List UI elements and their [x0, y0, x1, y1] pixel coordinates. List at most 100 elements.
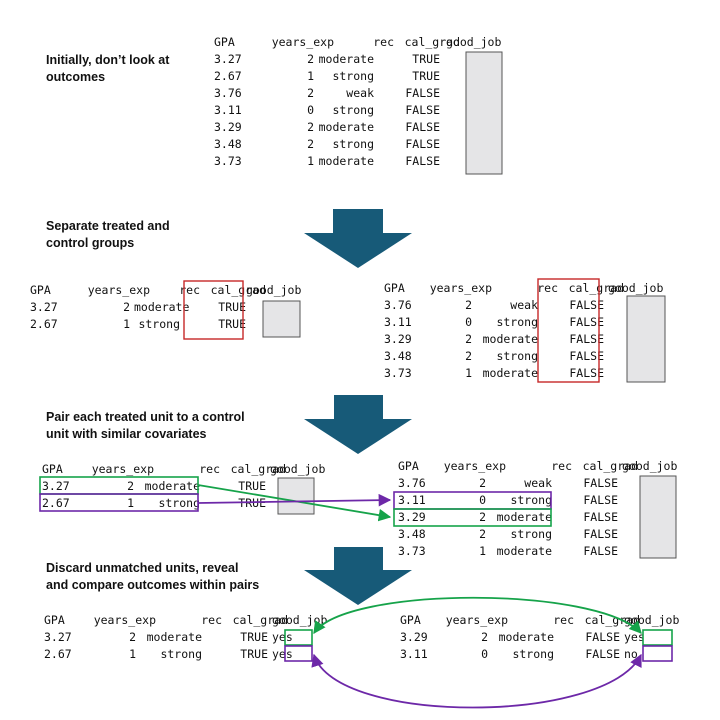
header-good-job: good_job: [270, 462, 326, 476]
cell-years-exp: 1: [465, 366, 472, 380]
table-all-units: GPA years_exp rec cal_grad good_job 3.27 2 mode…: [214, 34, 514, 170]
cell-rec: moderate: [496, 544, 552, 558]
cell-cal-grad: FALSE: [405, 120, 440, 134]
step-4-caption: Discard unmatched units, reveal and comp…: [46, 560, 259, 594]
header-good-job: good_job: [246, 283, 302, 297]
cell-cal-grad: FALSE: [569, 366, 604, 380]
cell-years-exp: 1: [307, 69, 314, 83]
cell-rec: moderate: [318, 154, 374, 168]
hidden-outcome-box-control-step2: [626, 295, 666, 383]
header-years-exp: years_exp: [429, 281, 492, 295]
pair-purple-treated-row: [39, 493, 199, 512]
outcome-purple-curve-icon: [311, 653, 642, 709]
header-years-exp: years_exp: [93, 613, 156, 627]
down-arrow-1-icon: [304, 209, 412, 268]
cell-cal-grad: FALSE: [405, 103, 440, 117]
step-2-line-2: control groups: [46, 236, 135, 250]
header-gpa: GPA: [384, 281, 405, 295]
cell-cal-grad: FALSE: [583, 527, 618, 541]
table-control-step3: GPA years_exp rec cal_grad good_job 3.76 2 weak…: [398, 458, 688, 560]
hidden-outcome-box-all: [465, 51, 503, 175]
cell-rec: weak: [524, 476, 552, 490]
cell-cal-grad: FALSE: [569, 298, 604, 312]
cell-years-exp: 1: [307, 154, 314, 168]
cell-years-exp: 1: [479, 544, 486, 558]
cell-rec: strong: [158, 496, 200, 510]
cell-rec: moderate: [146, 630, 202, 644]
pair-green-treated-row: [39, 476, 199, 495]
down-arrow-2-icon: [304, 395, 412, 454]
pair-green-control-row: [393, 508, 552, 527]
header-good-job: good_job: [608, 281, 664, 295]
cell-rec: strong: [510, 527, 552, 541]
header-good-job: good_job: [446, 35, 502, 49]
header-gpa: GPA: [42, 462, 63, 476]
cell-cal-grad: TRUE: [412, 52, 440, 66]
cell-gpa: 2.67: [30, 317, 58, 331]
cell-gpa: 3.11: [214, 103, 242, 117]
cell-rec: strong: [496, 349, 538, 363]
cell-good-job: yes: [272, 630, 293, 644]
cell-years-exp: 2: [129, 630, 136, 644]
cell-gpa: 3.73: [398, 544, 426, 558]
cell-gpa: 2.67: [214, 69, 242, 83]
cell-years-exp: 0: [479, 493, 486, 507]
cell-gpa: 3.76: [214, 86, 242, 100]
cell-cal-grad: FALSE: [405, 137, 440, 151]
step-4-line-2: and compare outcomes within pairs: [46, 578, 260, 592]
header-cal-grad: cal_grad: [210, 283, 266, 297]
cell-years-exp: 2: [465, 349, 472, 363]
table-treated-final: GPA years_exp rec cal_grad good_job 3.27 2 mode…: [44, 612, 334, 663]
cell-gpa: 3.29: [214, 120, 242, 134]
cell-cal-grad: FALSE: [405, 86, 440, 100]
cell-rec: strong: [332, 103, 374, 117]
cell-gpa: 2.67: [42, 496, 70, 510]
step-1-caption: Initially, don’t look at outcomes: [46, 52, 169, 86]
cell-cal-grad: TRUE: [412, 69, 440, 83]
cell-gpa: 3.11: [398, 493, 426, 507]
cell-years-exp: 2: [127, 479, 134, 493]
cell-rec: moderate: [496, 510, 552, 524]
cell-cal-grad: FALSE: [583, 544, 618, 558]
cell-gpa: 2.67: [44, 647, 72, 661]
cell-rec: weak: [510, 298, 538, 312]
table-control-step2: GPA years_exp rec cal_grad good_job 3.76 2 weak…: [384, 280, 674, 382]
header-years-exp: years_exp: [91, 462, 154, 476]
cell-cal-grad: FALSE: [583, 476, 618, 490]
cell-gpa: 3.27: [30, 300, 58, 314]
header-cal-grad: cal_grad: [230, 462, 286, 476]
header-gpa: GPA: [30, 283, 51, 297]
cell-cal-grad: TRUE: [240, 647, 268, 661]
step-3-line-2: unit with similar covariates: [46, 427, 207, 441]
cell-cal-grad: TRUE: [240, 630, 268, 644]
cell-rec: moderate: [318, 52, 374, 66]
cell-gpa: 3.48: [214, 137, 242, 151]
step-1-line-2: outcomes: [46, 70, 106, 84]
outcome-box-purple-treated: [284, 645, 313, 662]
header-gpa: GPA: [44, 613, 65, 627]
cell-years-exp: 1: [129, 647, 136, 661]
cell-years-exp: 2: [479, 527, 486, 541]
cell-gpa: 3.76: [398, 476, 426, 490]
cell-cal-grad: FALSE: [569, 332, 604, 346]
step-4-line-1: Discard unmatched units, reveal: [46, 561, 239, 575]
cell-years-exp: 2: [479, 510, 486, 524]
cell-gpa: 3.73: [214, 154, 242, 168]
header-gpa: GPA: [214, 35, 235, 49]
outcome-box-green-control: [642, 629, 673, 646]
cell-rec: moderate: [482, 366, 538, 380]
header-rec: rec: [373, 35, 394, 49]
cell-good-job: yes: [272, 647, 293, 661]
cell-rec: moderate: [482, 332, 538, 346]
step-2-caption: Separate treated and control groups: [46, 218, 170, 252]
cal-grad-highlight-treated: [183, 280, 244, 340]
step-3-line-1: Pair each treated unit to a control: [46, 410, 245, 424]
cell-rec: strong: [332, 69, 374, 83]
cell-cal-grad: FALSE: [583, 510, 618, 524]
cell-cal-grad: FALSE: [569, 349, 604, 363]
pair-purple-control-row: [393, 491, 552, 510]
cell-cal-grad: TRUE: [238, 479, 266, 493]
cal-grad-highlight-control: [537, 278, 600, 383]
cell-rec: moderate: [318, 120, 374, 134]
